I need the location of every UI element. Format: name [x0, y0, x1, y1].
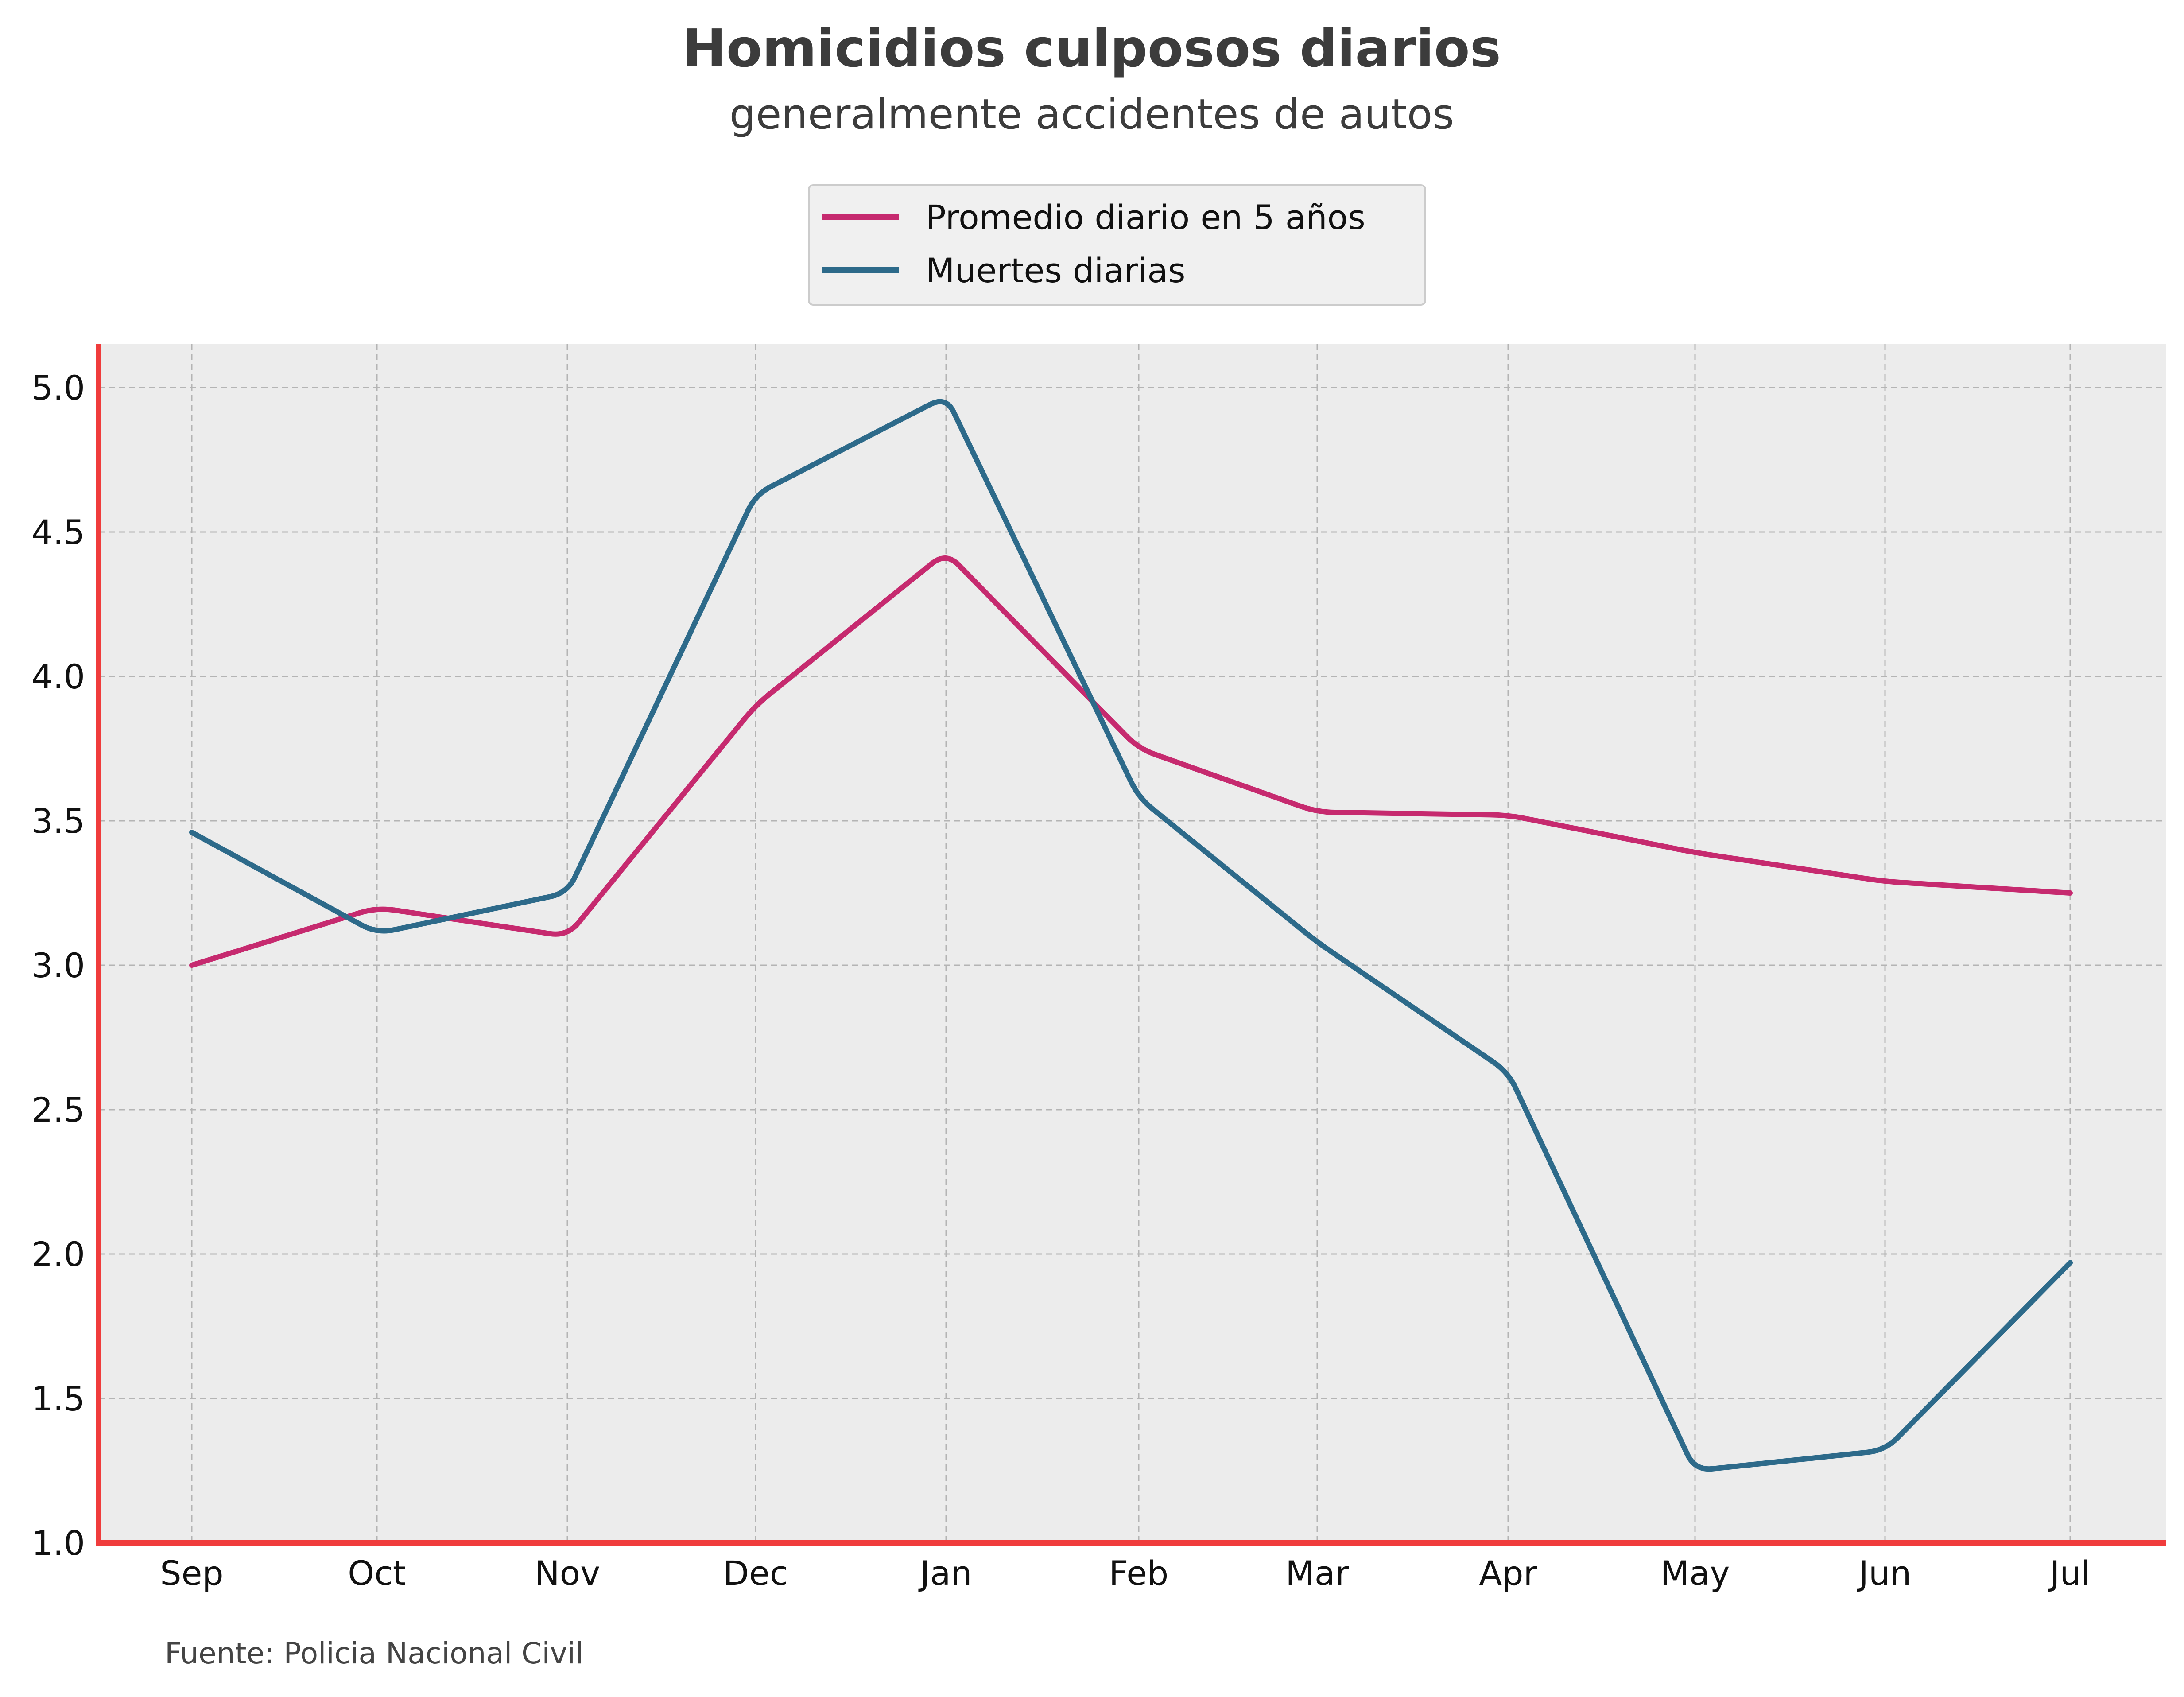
- y-axis-ticks: 1.0 1.5 2.0 2.5 3.0 3.5 4.0 4.5 5.0: [31, 368, 85, 1563]
- y-tick-label: 1.0: [31, 1523, 85, 1563]
- chart-subtitle: generalmente accidentes de autos: [729, 90, 1454, 139]
- chart-title: Homicidios culposos diarios: [683, 18, 1501, 79]
- x-tick-label: Jan: [918, 1553, 972, 1593]
- series-line-muertes: [189, 399, 2073, 1472]
- y-tick-label: 1.5: [31, 1379, 85, 1418]
- x-tick-label: Oct: [348, 1553, 406, 1593]
- x-tick-label: Mar: [1285, 1553, 1349, 1593]
- source-note: Fuente: Policia Nacional Civil: [165, 1636, 583, 1670]
- legend-label-muertes: Muertes diarias: [926, 251, 1186, 290]
- series-line-promedio: [189, 555, 2073, 968]
- x-tick-label: May: [1660, 1553, 1730, 1593]
- plot-background: [98, 344, 2166, 1543]
- legend-label-promedio: Promedio diario en 5 años: [926, 198, 1365, 237]
- x-axis-ticks: Sep Oct Nov Dec Jan Feb Mar Apr May Jun Jul: [160, 1553, 2090, 1593]
- legend: Promedio diario en 5 años Muertes diaria…: [808, 184, 1426, 306]
- x-tick-label: Sep: [160, 1553, 223, 1593]
- x-tick-label: Dec: [723, 1553, 788, 1593]
- y-tick-label: 2.5: [31, 1090, 85, 1130]
- y-tick-label: 5.0: [31, 368, 85, 408]
- x-tick-label: Apr: [1479, 1553, 1537, 1593]
- x-tick-label: Jul: [2048, 1553, 2091, 1593]
- y-tick-label: 3.5: [31, 801, 85, 841]
- plot-area: [96, 344, 2166, 1546]
- x-tick-label: Feb: [1109, 1553, 1169, 1593]
- y-tick-label: 3.0: [31, 946, 85, 985]
- y-tick-label: 4.5: [31, 513, 85, 552]
- x-tick-label: Nov: [535, 1553, 600, 1593]
- grid-lines: [98, 344, 2166, 1543]
- y-tick-label: 2.0: [31, 1235, 85, 1274]
- legend-box: [808, 184, 1426, 306]
- series-lines: [189, 399, 2073, 1472]
- x-tick-label: Jun: [1857, 1553, 1912, 1593]
- y-tick-label: 4.0: [31, 657, 85, 696]
